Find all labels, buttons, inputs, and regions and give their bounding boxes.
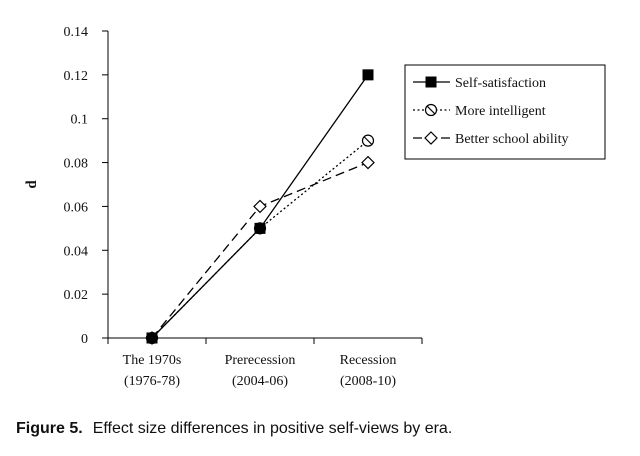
legend-marker xyxy=(424,131,438,145)
legend: Self-satisfaction More intelligent Better … xyxy=(404,64,606,160)
series-line xyxy=(151,161,369,339)
figure-label: Figure 5. xyxy=(16,420,83,437)
x-tick-sublabel: (2004-06) xyxy=(232,374,288,389)
legend-box xyxy=(404,64,606,160)
x-axis: The 1970s (1976-78) Prerecession (2004-06) R… xyxy=(107,337,423,389)
x-tick-sublabel: (1976-78) xyxy=(124,374,180,389)
figure-caption-text: Effect size differences in positive self… xyxy=(92,420,453,437)
chart: 0 0.02 0.04 0.06 0.08 0.1 0.12 0.14 The 1970s (1… xyxy=(24,25,606,389)
data-point xyxy=(362,69,374,81)
data-point xyxy=(253,199,267,214)
legend-marker xyxy=(424,103,438,117)
data-point xyxy=(361,134,375,147)
y-axis-title: d xyxy=(24,180,40,189)
marker-slash xyxy=(363,136,373,145)
y-tick-label: 0.1 xyxy=(71,113,89,128)
x-tick-label: The 1970s xyxy=(123,353,182,368)
y-tick-label: 0.08 xyxy=(64,157,89,172)
legend-label: Better school ability xyxy=(455,132,569,147)
series-more-intelligent xyxy=(145,134,375,345)
x-tick-label: Recession xyxy=(340,353,397,368)
series-layer xyxy=(145,69,375,345)
y-axis: 0 0.02 0.04 0.06 0.08 0.1 0.12 0.14 xyxy=(64,25,109,347)
series-better-school-ability xyxy=(145,155,375,345)
series-line xyxy=(151,140,369,339)
legend-label: Self-satisfaction xyxy=(455,76,546,91)
y-tick-label: 0.12 xyxy=(64,69,89,84)
marker-slash xyxy=(426,105,436,115)
y-tick-label: 0 xyxy=(81,332,88,347)
legend-label: More intelligent xyxy=(455,104,546,119)
x-tick-label: Prerecession xyxy=(225,353,296,368)
data-point xyxy=(146,332,158,344)
y-tick-label: 0.14 xyxy=(64,25,89,40)
y-tick-label: 0.04 xyxy=(64,244,89,259)
series-self-satisfaction xyxy=(146,69,374,344)
y-tick-label: 0.02 xyxy=(64,288,89,303)
x-tick-sublabel: (2008-10) xyxy=(340,374,396,389)
figure-caption: Figure 5. Effect size differences in posi… xyxy=(16,420,452,438)
y-tick-label: 0.06 xyxy=(64,200,89,215)
data-point xyxy=(254,222,266,234)
data-point xyxy=(361,155,375,170)
legend-marker xyxy=(425,76,437,88)
